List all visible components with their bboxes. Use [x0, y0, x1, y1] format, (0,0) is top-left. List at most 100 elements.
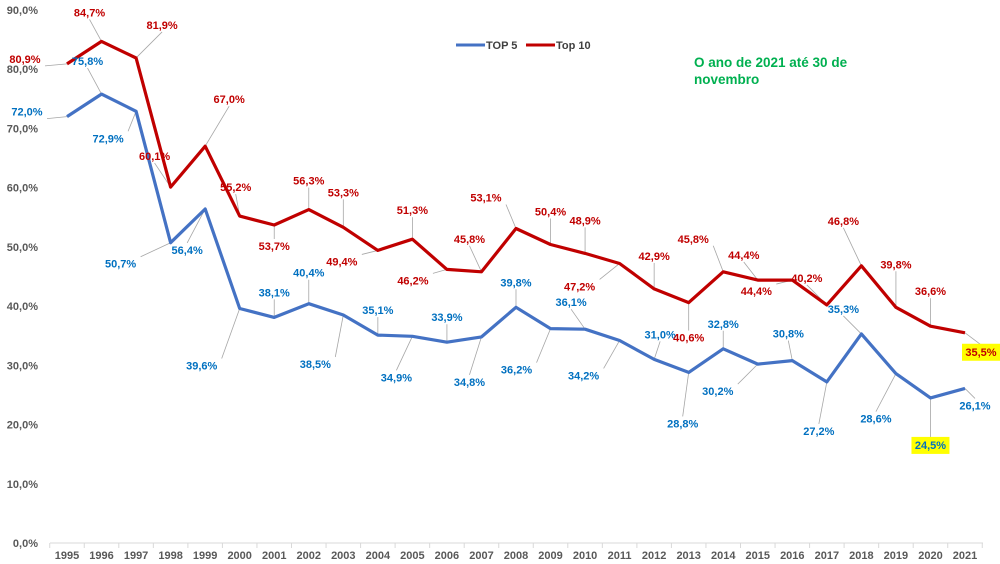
data-label-top10: 80,9% [9, 54, 40, 66]
leader-line [135, 31, 163, 59]
leader-line [964, 332, 982, 346]
leader-line [843, 315, 862, 335]
leader-line [469, 336, 482, 376]
data-label-top5: 27,2% [803, 426, 834, 438]
leader-line [186, 208, 206, 244]
data-label-top10: 49,4% [326, 256, 357, 268]
series-line-top10 [66, 39, 966, 335]
x-tick-label: 2002 [297, 550, 321, 562]
data-label-top10: 56,3% [293, 176, 324, 188]
data-label-top5: 32,8% [708, 319, 739, 331]
data-label-top5: 50,7% [105, 259, 136, 271]
x-axis: 1995 1996 1997 1998 1999 2000 2001 2002 2003 2004… [49, 542, 983, 562]
data-label-top5: 40,4% [293, 268, 324, 280]
data-label-top10: 53,7% [259, 241, 290, 253]
leader-line [682, 372, 690, 417]
leader-line [334, 314, 344, 358]
leader-line [87, 67, 102, 95]
legend-label-top5: TOP 5 [486, 40, 517, 52]
leader-line [505, 204, 517, 229]
x-tick-label: 2007 [469, 550, 493, 562]
data-label-top10: 36,6% [915, 286, 946, 298]
data-label-top10: 60,1% [139, 151, 170, 163]
leader-line [787, 340, 793, 361]
data-label-top5: 30,8% [773, 329, 804, 341]
x-tick-label: 1995 [55, 550, 79, 562]
data-label-top10: 53,3% [328, 187, 359, 199]
leader-line [570, 308, 586, 330]
leader-line [875, 373, 897, 412]
x-tick-label: 2010 [573, 550, 597, 562]
x-tick-label: 2006 [435, 550, 459, 562]
data-label-top10: 67,0% [214, 94, 245, 106]
data-label-top10: 55,2% [220, 182, 251, 194]
data-label-top10: 46,2% [397, 275, 428, 287]
y-tick-label: 0,0% [13, 538, 38, 550]
leader-line [843, 227, 862, 267]
data-label-top5: 75,8% [72, 56, 103, 68]
data-label-top5: 36,2% [501, 365, 532, 377]
y-tick-label: 40,0% [7, 301, 38, 313]
x-tick-label: 2000 [227, 550, 251, 562]
y-tick-label: 10,0% [7, 479, 38, 491]
leader-line [46, 116, 68, 119]
data-label-top10: 39,8% [880, 259, 911, 271]
x-tick-label: 1999 [193, 550, 217, 562]
data-label-top10: 46,8% [828, 216, 859, 228]
highlight-box [962, 343, 1000, 361]
leader-line [432, 269, 448, 274]
x-tick-label: 2001 [262, 550, 286, 562]
leader-line [818, 381, 828, 424]
leader-line [89, 19, 102, 42]
x-tick-label: 2013 [676, 550, 700, 562]
x-tick-label: 2021 [953, 550, 977, 562]
leader-line [396, 336, 413, 371]
y-tick-label: 30,0% [7, 360, 38, 372]
legend-label-top10: Top 10 [556, 40, 591, 52]
y-tick-label: 90,0% [7, 5, 38, 17]
y-tick-label: 50,0% [7, 242, 38, 254]
data-label-top5: 33,9% [431, 312, 462, 324]
data-label-top10: 44,4% [741, 286, 772, 298]
x-tick-label: 2005 [400, 550, 424, 562]
data-label-top5: 72,0% [11, 107, 42, 119]
data-label-top5: 28,8% [667, 418, 698, 430]
data-label-top5: 34,2% [568, 370, 599, 382]
data-label-top5: 30,2% [702, 386, 733, 398]
data-label-top10: 40,6% [673, 333, 704, 345]
x-tick-label: 1996 [89, 550, 113, 562]
data-label-top10: 35,5% [965, 347, 996, 359]
x-tick-label: 2011 [608, 550, 632, 562]
leader-line [140, 242, 171, 258]
leader-line [712, 245, 724, 272]
leader-lines [44, 19, 982, 438]
y-tick-label: 20,0% [7, 420, 38, 432]
data-label-top10: 51,3% [397, 205, 428, 217]
x-tick-label: 2020 [918, 550, 942, 562]
data-label-top5: 38,1% [259, 287, 290, 299]
leader-line [469, 245, 482, 272]
data-label-top5: 56,4% [172, 245, 203, 257]
x-tick-label: 1998 [158, 550, 182, 562]
leader-line [536, 328, 551, 363]
data-label-top5: 34,9% [381, 372, 412, 384]
y-tick-label: 70,0% [7, 123, 38, 135]
leader-line [737, 363, 759, 385]
data-label-top5: 35,3% [828, 304, 859, 316]
x-tick-label: 2012 [642, 550, 666, 562]
data-label-top5: 26,1% [959, 400, 990, 412]
annotation-line-1: O ano de 2021 até 30 de [694, 55, 848, 70]
data-label-top5: 28,6% [860, 414, 891, 426]
x-tick-label: 2014 [711, 550, 736, 562]
highlight-box [911, 436, 950, 454]
x-tick-label: 2003 [331, 550, 355, 562]
leader-line [221, 308, 241, 359]
annotation-line-2: novembro [694, 72, 759, 87]
leader-line [599, 263, 620, 280]
data-label-top10: 81,9% [146, 20, 177, 32]
leader-line [964, 388, 976, 399]
data-label-top5: 72,9% [92, 133, 123, 145]
leader-line [127, 111, 137, 132]
y-tick-label: 80,0% [7, 64, 38, 76]
